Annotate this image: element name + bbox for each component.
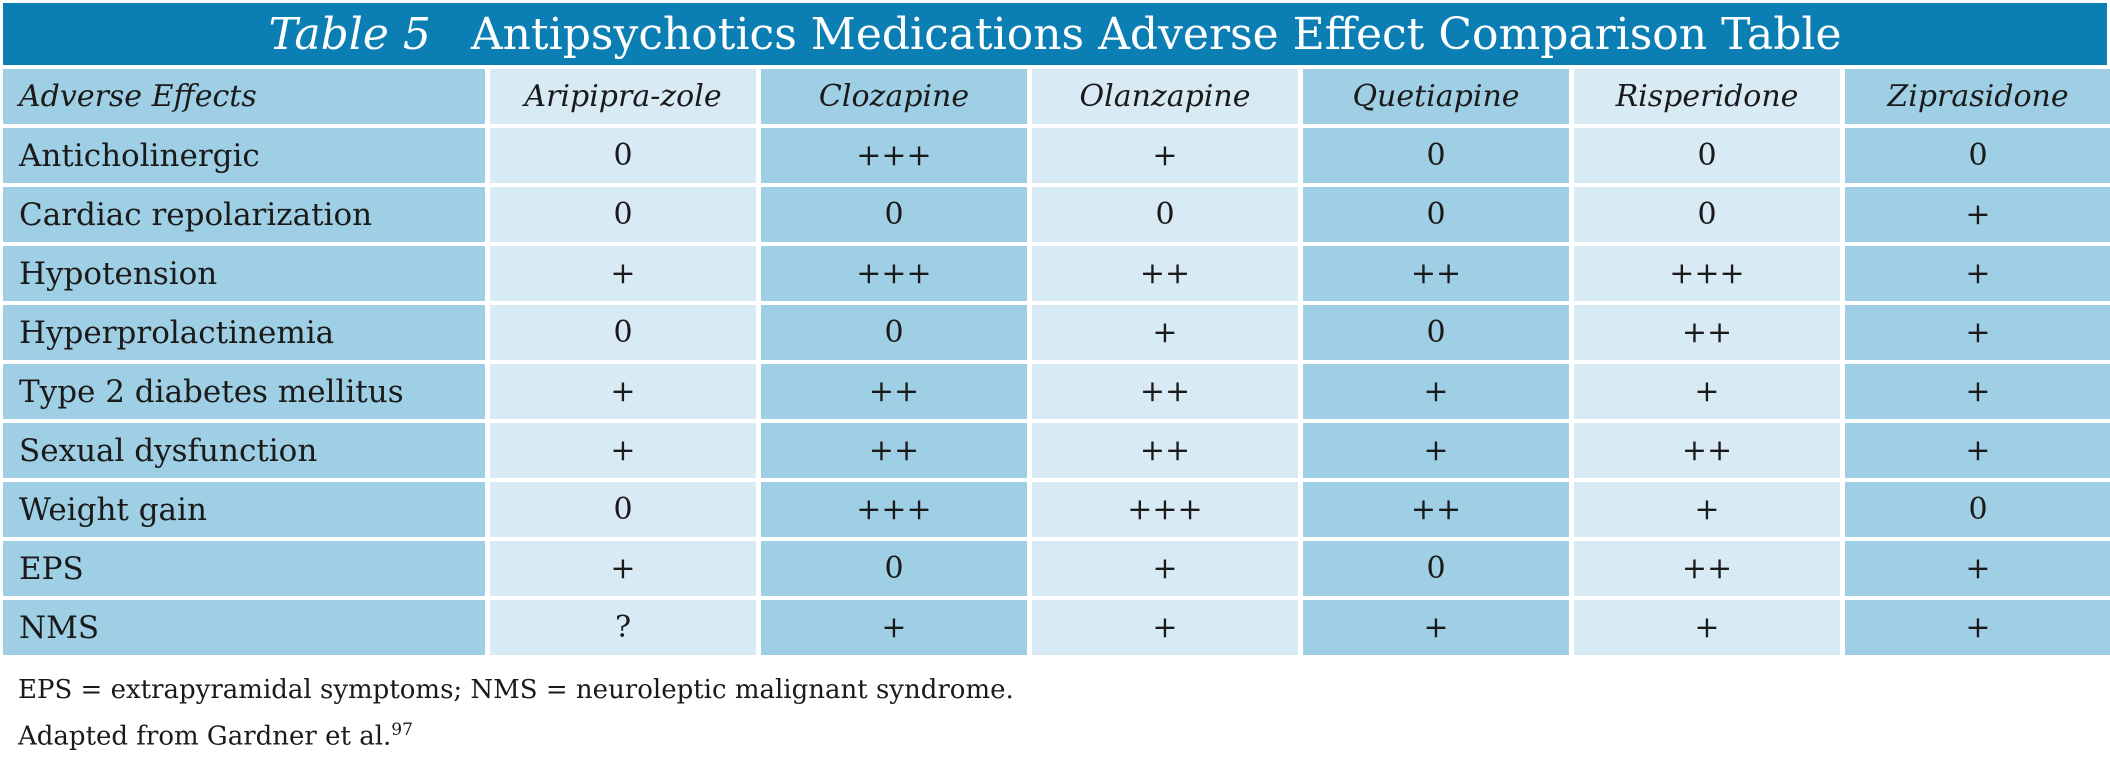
table-cell: 0 <box>1303 305 1569 360</box>
table-cell: + <box>1032 305 1298 360</box>
table-cell: ++ <box>761 364 1027 419</box>
table-cell: 0 <box>490 482 756 537</box>
table-cell: 0 <box>490 128 756 183</box>
table-cell: +++ <box>761 482 1027 537</box>
row-label-weight-gain: Weight gain <box>3 482 485 537</box>
column-header-ziprasidone: Ziprasidone <box>1845 69 2110 124</box>
table-cell: 0 <box>1845 482 2110 537</box>
row-label-type-2-diabetes-mellitus: Type 2 diabetes mellitus <box>3 364 485 419</box>
table-cell: ++ <box>1032 423 1298 478</box>
table-cell: + <box>1845 305 2110 360</box>
table-cell: + <box>1032 128 1298 183</box>
header-row-label: Adverse Effects <box>3 69 485 124</box>
row-label-nms: NMS <box>3 600 485 655</box>
table-cell: 0 <box>761 187 1027 242</box>
table-cell: + <box>1032 600 1298 655</box>
column-header-olanzapine: Olanzapine <box>1032 69 1298 124</box>
table-cell: +++ <box>761 246 1027 301</box>
table-cell: ++ <box>1574 541 1840 596</box>
abbreviation-note: EPS = extrapyramidal symptoms; NMS = neu… <box>18 675 1014 705</box>
table-cell: 0 <box>1303 128 1569 183</box>
table-cell: ++ <box>1032 246 1298 301</box>
table-cell: + <box>1574 600 1840 655</box>
row-label-hypotension: Hypotension <box>3 246 485 301</box>
table-cell: 0 <box>490 187 756 242</box>
source-note: Adapted from Gardner et al.97 <box>18 710 1014 757</box>
table-cell: 0 <box>1032 187 1298 242</box>
table-title-bar: Table 5 Antipsychotics Medications Adver… <box>3 3 2107 65</box>
table-cell: ++ <box>1574 423 1840 478</box>
table-cell: + <box>1574 364 1840 419</box>
table-cell: + <box>1845 364 2110 419</box>
table-cell: + <box>490 246 756 301</box>
table-cell: ++ <box>1574 305 1840 360</box>
table-cell: ++ <box>1303 482 1569 537</box>
table-cell: 0 <box>1303 541 1569 596</box>
table-cell: + <box>490 541 756 596</box>
source-reference: 97 <box>391 720 413 740</box>
table-cell: ++ <box>761 423 1027 478</box>
table-cell: 0 <box>1574 128 1840 183</box>
row-label-eps: EPS <box>3 541 485 596</box>
table-cell: + <box>1845 187 2110 242</box>
row-label-sexual-dysfunction: Sexual dysfunction <box>3 423 485 478</box>
table-cell: 0 <box>1303 187 1569 242</box>
table-cell: ++ <box>1303 246 1569 301</box>
row-label-anticholinergic: Anticholinergic <box>3 128 485 183</box>
table-cell: + <box>1303 423 1569 478</box>
column-header-aripipra-zole: Aripipra-zole <box>490 69 756 124</box>
table-cell: +++ <box>1574 246 1840 301</box>
table-cell: + <box>1574 482 1840 537</box>
table-cell: + <box>1845 246 2110 301</box>
source-text: Adapted from Gardner et al. <box>18 721 392 752</box>
table-cell: + <box>1303 600 1569 655</box>
table-cell: + <box>1845 423 2110 478</box>
table-cell: 0 <box>761 541 1027 596</box>
row-label-hyperprolactinemia: Hyperprolactinemia <box>3 305 485 360</box>
table-cell: 0 <box>1845 128 2110 183</box>
column-header-clozapine: Clozapine <box>761 69 1027 124</box>
comparison-table: Adverse Effects Aripipra-zole Clozapine Ola… <box>3 69 2110 655</box>
table-cell: + <box>1303 364 1569 419</box>
table-cell: + <box>490 364 756 419</box>
table-cell: +++ <box>1032 482 1298 537</box>
table-cell: 0 <box>490 305 756 360</box>
table-cell: 0 <box>1574 187 1840 242</box>
table-cell: + <box>1032 541 1298 596</box>
table-cell: + <box>490 423 756 478</box>
table-cell: + <box>761 600 1027 655</box>
row-label-cardiac-repolarization: Cardiac repolarization <box>3 187 485 242</box>
column-header-quetiapine: Quetiapine <box>1303 69 1569 124</box>
table-cell: + <box>1845 541 2110 596</box>
table-number: Table 5 <box>268 8 431 60</box>
table-cell: 0 <box>761 305 1027 360</box>
table-cell: +++ <box>761 128 1027 183</box>
footnotes: EPS = extrapyramidal symptoms; NMS = neu… <box>18 670 1014 757</box>
table-cell: ++ <box>1032 364 1298 419</box>
table-cell: ? <box>490 600 756 655</box>
table-title: Antipsychotics Medications Adverse Effec… <box>470 8 1842 60</box>
column-header-risperidone: Risperidone <box>1574 69 1840 124</box>
table-cell: + <box>1845 600 2110 655</box>
